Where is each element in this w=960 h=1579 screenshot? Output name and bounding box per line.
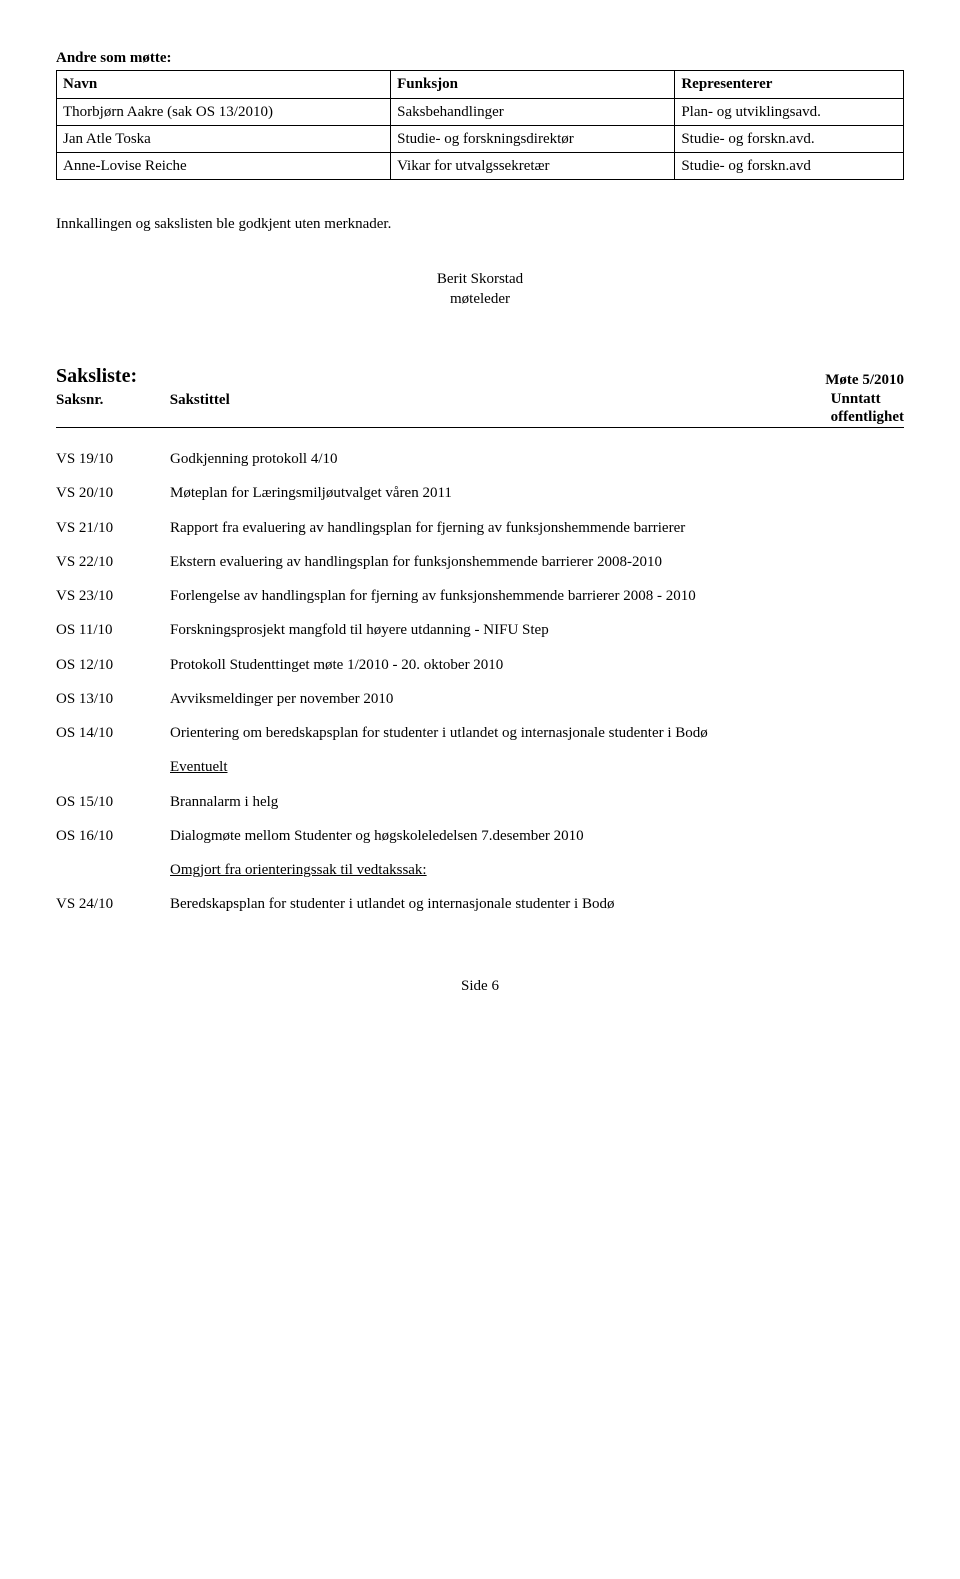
saksnr: OS 12/10 <box>56 648 170 682</box>
saksliste-title: Saksliste: <box>56 363 137 390</box>
list-item: OS 15/10Brannalarm i helg <box>56 785 904 819</box>
list-item: VS 23/10Forlengelse av handlingsplan for… <box>56 579 904 613</box>
list-item: OS 16/10Dialogmøte mellom Studenter og h… <box>56 819 904 853</box>
omgjort-heading: Omgjort fra orienteringssak til vedtakss… <box>170 862 427 878</box>
eventuelt-heading: Eventuelt <box>170 759 227 775</box>
saksnr: VS 22/10 <box>56 545 170 579</box>
saksnr: VS 19/10 <box>56 442 170 476</box>
saksnr: VS 23/10 <box>56 579 170 613</box>
saksnr: OS 16/10 <box>56 819 170 853</box>
list-item: OS 14/10Orientering om beredskapsplan fo… <box>56 716 904 750</box>
attendees-col-name: Navn <box>57 71 391 98</box>
list-item: OS 12/10Protokoll Studenttinget møte 1/2… <box>56 648 904 682</box>
table-row: Anne-Lovise Reiche Vikar for utvalgssekr… <box>57 153 904 180</box>
section-heading-row: Eventuelt <box>56 750 904 784</box>
saksnr: OS 14/10 <box>56 716 170 750</box>
sakstittel: Ekstern evaluering av handlingsplan for … <box>170 545 904 579</box>
saksnr: VS 21/10 <box>56 511 170 545</box>
cell: Vikar for utvalgssekretær <box>391 153 675 180</box>
cell: Studie- og forskn.avd <box>675 153 904 180</box>
list-item: VS 22/10Ekstern evaluering av handlingsp… <box>56 545 904 579</box>
notice-text: Innkallingen og sakslisten ble godkjent … <box>56 214 904 234</box>
saksliste-table: VS 19/10Godkjenning protokoll 4/10 VS 20… <box>56 442 904 922</box>
sakstittel: Brannalarm i helg <box>170 785 904 819</box>
cell: Thorbjørn Aakre (sak OS 13/2010) <box>57 98 391 125</box>
meeting-leader: Berit Skorstad møteleder <box>56 269 904 310</box>
sakstittel: Møteplan for Læringsmiljøutvalget våren … <box>170 476 904 510</box>
list-item: VS 20/10Møteplan for Læringsmiljøutvalge… <box>56 476 904 510</box>
cell: Studie- og forskn.avd. <box>675 125 904 152</box>
saksnr: VS 20/10 <box>56 476 170 510</box>
unntatt-line2: offentlighet <box>831 408 904 426</box>
attendees-col-function: Funksjon <box>391 71 675 98</box>
unntatt-line1: Unntatt <box>831 390 904 408</box>
sakstittel: Orientering om beredskapsplan for studen… <box>170 716 904 750</box>
col-sakstittel: Sakstittel <box>170 392 230 408</box>
col-saksnr: Saksnr. <box>56 390 166 410</box>
leader-role: møteleder <box>56 289 904 309</box>
attendees-col-represents: Representerer <box>675 71 904 98</box>
sakstittel: Protokoll Studenttinget møte 1/2010 - 20… <box>170 648 904 682</box>
sakstittel: Forskningsprosjekt mangfold til høyere u… <box>170 613 904 647</box>
list-item: VS 19/10Godkjenning protokoll 4/10 <box>56 442 904 476</box>
table-row: Thorbjørn Aakre (sak OS 13/2010) Saksbeh… <box>57 98 904 125</box>
meeting-id: Møte 5/2010 <box>825 370 904 390</box>
list-item: VS 24/10Beredskapsplan for studenter i u… <box>56 887 904 921</box>
cell: Jan Atle Toska <box>57 125 391 152</box>
saksnr: VS 24/10 <box>56 887 170 921</box>
saksnr: OS 15/10 <box>56 785 170 819</box>
page-number: Side 6 <box>56 976 904 996</box>
list-item: OS 11/10Forskningsprosjekt mangfold til … <box>56 613 904 647</box>
leader-name: Berit Skorstad <box>56 269 904 289</box>
cell: Plan- og utviklingsavd. <box>675 98 904 125</box>
saksnr: OS 11/10 <box>56 613 170 647</box>
table-row: Jan Atle Toska Studie- og forskningsdire… <box>57 125 904 152</box>
sakstittel: Avviksmeldinger per november 2010 <box>170 682 904 716</box>
saksnr: OS 13/10 <box>56 682 170 716</box>
section-heading-row: Omgjort fra orienteringssak til vedtakss… <box>56 853 904 887</box>
list-item: OS 13/10Avviksmeldinger per november 201… <box>56 682 904 716</box>
sakstittel: Dialogmøte mellom Studenter og høgskolel… <box>170 819 904 853</box>
sakstittel: Beredskapsplan for studenter i utlandet … <box>170 887 904 921</box>
cell: Anne-Lovise Reiche <box>57 153 391 180</box>
attendees-table: Navn Funksjon Representerer Thorbjørn Aa… <box>56 70 904 180</box>
attendees-heading: Andre som møtte: <box>56 48 904 68</box>
sakstittel: Rapport fra evaluering av handlingsplan … <box>170 511 904 545</box>
sakstittel: Godkjenning protokoll 4/10 <box>170 442 904 476</box>
col-unntatt: Unntatt offentlighet <box>831 390 904 426</box>
sakstittel: Forlengelse av handlingsplan for fjernin… <box>170 579 904 613</box>
cell: Studie- og forskningsdirektør <box>391 125 675 152</box>
list-item: VS 21/10Rapport fra evaluering av handli… <box>56 511 904 545</box>
cell: Saksbehandlinger <box>391 98 675 125</box>
